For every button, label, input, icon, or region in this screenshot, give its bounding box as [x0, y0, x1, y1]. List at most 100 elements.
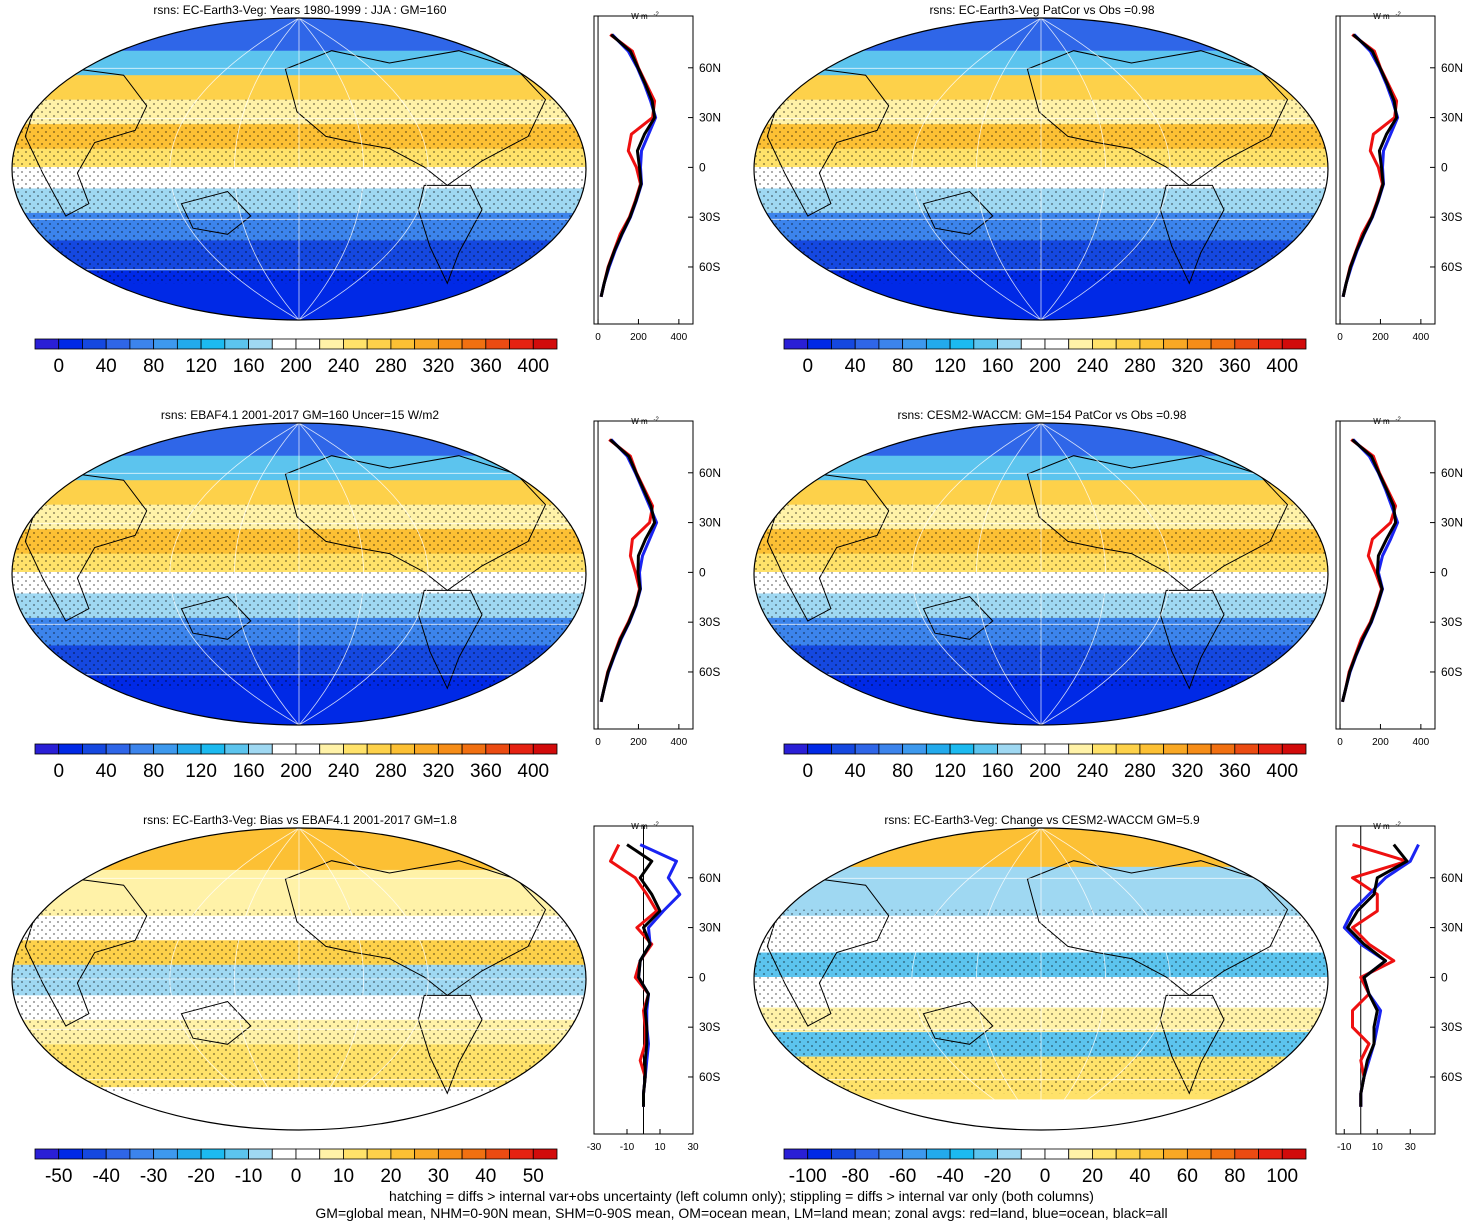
graticule-lon: [298, 828, 364, 1130]
x-tick-label: 30: [1405, 1142, 1417, 1153]
colorbar-swatch: [1068, 743, 1093, 755]
colorbar-swatch: [807, 743, 832, 755]
lat-tick-label: 30N: [699, 516, 721, 530]
stippling: [12, 99, 586, 284]
colorbar-swatch: [82, 338, 107, 350]
colorbar-tick-label: 160: [233, 356, 265, 377]
colorbar-swatch: [390, 1148, 416, 1160]
map-field: [754, 828, 1328, 1130]
graticule-lon: [911, 18, 1042, 320]
colorbar-tick-label: 30: [428, 1166, 449, 1187]
colorbar-tick-label: 240: [328, 356, 360, 377]
zonal-profile: W m -2 60N 30N 0 30S 60S 0 200 400: [593, 12, 721, 343]
colorbar-swatch: [271, 1148, 297, 1160]
graticule-lon: [169, 18, 300, 320]
colorbar-tick-label: 80: [143, 761, 164, 782]
profile-unit: W m: [1373, 822, 1390, 831]
colorbar-swatch: [925, 338, 951, 350]
colorbar-swatch: [1281, 338, 1307, 350]
graticule-lon: [976, 18, 1042, 320]
colorbar-swatch: [1044, 743, 1070, 755]
lat-tick-label: 30N: [1441, 516, 1463, 530]
colorbar-tick-label: 80: [892, 761, 913, 782]
colorbar-swatch: [509, 743, 534, 755]
colorbar-swatch: [200, 338, 226, 350]
colorbar-swatch: [1163, 743, 1188, 755]
lat-tick-label: 60S: [699, 260, 720, 274]
lat-tick-label: 60N: [699, 871, 721, 885]
profile-frame: [593, 420, 694, 730]
colorbar-tick-label: 0: [291, 1166, 302, 1187]
colorbar-swatch: [105, 338, 131, 350]
colorbar-swatch: [437, 1148, 463, 1160]
colorbar-tick-label: 0: [1040, 1166, 1051, 1187]
profile-unit-exponent: -2: [1396, 822, 1402, 828]
map: [11, 422, 587, 726]
colorbar-swatch: [783, 338, 809, 350]
colorbar-swatch: [1020, 1148, 1046, 1160]
colorbar-swatch: [1163, 1148, 1188, 1160]
colorbar-tick-label: 400: [517, 356, 549, 377]
colorbar-tick-label: 0: [53, 356, 64, 377]
zonal-profile: W m -2 60N 30N 0 30S 60S -30 -10 10 30: [587, 822, 721, 1153]
profile-line-ocean: [1341, 438, 1400, 703]
colorbar-swatch: [831, 743, 856, 755]
colorbar-swatch: [1115, 743, 1141, 755]
map-border: [11, 422, 587, 726]
colorbar-swatch: [1068, 338, 1093, 350]
graticule-lon: [1040, 423, 1106, 725]
profile-line-all: [599, 438, 657, 703]
lat-tick-label: 60S: [1441, 665, 1462, 679]
colorbar-swatch: [153, 338, 178, 350]
zonal-profile: W m -2 60N 30N 0 30S 60S 0 200 400: [593, 417, 721, 748]
profile-line-land: [1341, 438, 1398, 703]
graticule-lon: [234, 423, 300, 725]
profile-frame: [1335, 825, 1436, 1135]
lat-tick-label: 30S: [699, 615, 720, 629]
panel-reference-model: rsns: CESM2-WACCM: GM=154 PatCor vs Obs …: [742, 405, 1483, 790]
panel-model-patcor: rsns: EC-Earth3-Veg PatCor vs Obs =0.98 …: [742, 0, 1483, 385]
colorbar-swatch: [509, 338, 534, 350]
profile-line-all: [599, 33, 657, 298]
colorbar-swatch: [1186, 1148, 1212, 1160]
lat-tick-label: 60N: [699, 466, 721, 480]
colorbar-swatch: [854, 1148, 880, 1160]
lat-tick-label: 60S: [1441, 260, 1462, 274]
colorbar-swatch: [390, 743, 416, 755]
panel-bias: rsns: EC-Earth3-Veg: Bias vs EBAF4.1 200…: [0, 810, 740, 1188]
colorbar-swatch: [1115, 1148, 1141, 1160]
colorbar-swatch: [949, 743, 975, 755]
colorbar-swatch: [58, 1148, 83, 1160]
colorbar-swatch: [831, 1148, 856, 1160]
map: [753, 17, 1329, 321]
colorbar-swatch: [1092, 338, 1117, 350]
colorbar-swatch: [1044, 1148, 1070, 1160]
profile-line-land: [609, 843, 659, 1107]
graticule-lon: [169, 828, 300, 1130]
map-band: [754, 480, 1328, 506]
colorbar-swatch: [1234, 338, 1259, 350]
colorbar-tick-label: -30: [140, 1166, 167, 1187]
colorbar-tick-label: 40: [96, 761, 117, 782]
colorbar-tick-label: 320: [423, 356, 455, 377]
colorbar-tick-label: 50: [523, 1166, 544, 1187]
colorbar-swatch: [105, 1148, 131, 1160]
colorbar-swatch: [366, 743, 392, 755]
colorbar-swatch: [437, 338, 463, 350]
colorbar-tick-label: 240: [328, 761, 360, 782]
x-tick-label: 10: [1372, 1142, 1384, 1153]
map: [11, 827, 587, 1131]
profile-frame: [1335, 15, 1436, 325]
lat-tick-label: 30N: [1441, 111, 1463, 125]
graticule-lon: [976, 828, 1042, 1130]
colorbar-swatch: [200, 1148, 226, 1160]
colorbar-swatch: [34, 743, 60, 755]
graticule-lon: [976, 423, 1042, 725]
colorbar-swatch: [129, 1148, 155, 1160]
colorbar-swatch: [1258, 1148, 1283, 1160]
colorbar-tick-label: 360: [1219, 761, 1251, 782]
colorbar-swatch: [153, 1148, 178, 1160]
colorbar-swatch: [224, 338, 249, 350]
zonal-profile: W m -2 60N 30N 0 30S 60S 0 200 400: [1335, 417, 1463, 748]
colorbar-swatch: [1281, 1148, 1307, 1160]
